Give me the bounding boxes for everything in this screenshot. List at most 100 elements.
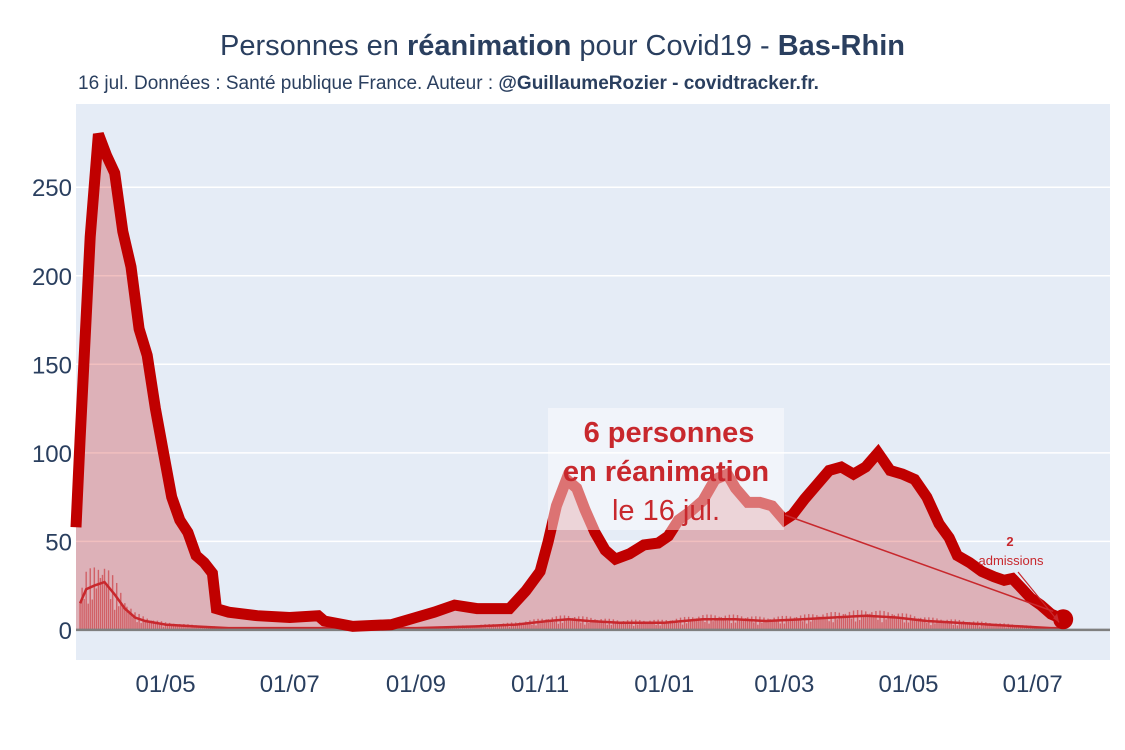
admissions-bar <box>580 622 582 630</box>
admissions-bar <box>938 621 940 630</box>
admissions-bar <box>641 622 643 630</box>
admissions-bar <box>551 617 553 630</box>
admissions-bar <box>665 620 667 630</box>
y-tick-label: 250 <box>32 175 72 202</box>
x-tick-label: 01/01 <box>634 671 694 698</box>
admissions-bar <box>516 624 519 630</box>
admissions-bar <box>659 625 661 630</box>
admissions-bar <box>999 623 1001 630</box>
admissions-bar <box>162 626 165 630</box>
admissions-bar <box>972 621 975 630</box>
admissions-bar <box>869 613 871 630</box>
admissions-bar <box>498 624 501 630</box>
admissions-bar <box>712 621 714 630</box>
admissions-bar <box>854 621 857 630</box>
admissions-bar <box>761 622 763 630</box>
admissions-bar <box>150 620 153 630</box>
admissions-bar <box>1005 627 1007 630</box>
admissions-bar <box>734 622 737 630</box>
admissions-bar <box>826 612 828 630</box>
admissions-bar <box>175 624 177 630</box>
admissions-bar <box>565 620 568 630</box>
admissions-bar <box>85 571 87 630</box>
admissions-bar <box>506 622 509 630</box>
admissions-bar <box>899 619 902 630</box>
admissions-bar <box>630 619 633 630</box>
admissions-bar <box>586 616 588 630</box>
admissions-bar <box>922 620 924 630</box>
admissions-bar <box>83 599 85 630</box>
admissions-bar <box>895 616 897 630</box>
admissions-bar <box>168 622 171 630</box>
admissions-bar <box>881 622 883 630</box>
admissions-bar <box>596 619 598 630</box>
admissions-bar <box>968 621 971 630</box>
admissions-bar <box>773 617 775 630</box>
admissions-bar <box>708 623 710 630</box>
x-tick-label: 01/05 <box>878 671 938 698</box>
admissions-bar <box>543 621 545 630</box>
admissions-bar <box>867 614 869 630</box>
admissions-bar <box>496 624 499 630</box>
admissions-bar <box>563 615 566 630</box>
admissions-bar <box>584 624 586 630</box>
admissions-bar <box>645 621 647 630</box>
admissions-bar <box>812 614 814 630</box>
annotation-line1: 6 personnes <box>584 417 755 449</box>
admissions-bar <box>970 623 973 630</box>
admissions-bar <box>832 622 834 630</box>
admissions-bar <box>757 624 759 630</box>
admissions-bar <box>732 614 735 630</box>
admissions-arrow <box>1017 571 1060 623</box>
admissions-bar <box>799 615 802 630</box>
y-axis-ticks: 0 50 100 150 200 250 <box>32 175 72 645</box>
admissions-bar <box>726 620 729 630</box>
admissions-bar <box>736 615 739 630</box>
admissions-bar <box>610 624 613 630</box>
admissions-bar <box>91 599 93 630</box>
admissions-bar <box>885 619 887 630</box>
admissions-bar <box>932 617 934 630</box>
admissions-bar <box>964 622 967 630</box>
admissions-bar <box>590 617 592 630</box>
admissions-bar <box>128 610 130 630</box>
admissions-bar <box>643 620 645 630</box>
admissions-bar <box>620 621 623 630</box>
admissions-bar <box>545 619 547 630</box>
admissions-bar <box>571 617 574 630</box>
admissions-bar <box>683 616 686 630</box>
admissions-bar <box>624 622 627 630</box>
admissions-bar <box>594 619 596 630</box>
admissions-bar <box>742 618 745 630</box>
admissions-line <box>78 580 1064 630</box>
admissions-bar <box>926 622 928 630</box>
admissions-bar <box>793 617 796 630</box>
admissions-bar <box>639 620 641 630</box>
admissions-bar <box>116 582 118 630</box>
admissions-bar <box>724 615 727 630</box>
admissions-bar <box>160 621 163 630</box>
admissions-bar <box>1009 626 1011 630</box>
admissions-bar <box>767 618 769 630</box>
admissions-bar <box>710 614 712 630</box>
admissions-bar <box>547 619 549 630</box>
admissions-bar <box>981 621 983 630</box>
admissions-bar <box>836 619 838 630</box>
admissions-bar <box>177 624 179 630</box>
admissions-bar <box>954 619 957 630</box>
admissions-bar <box>655 624 657 630</box>
admissions-bar <box>81 587 83 630</box>
admissions-bar <box>549 620 551 630</box>
admissions-bar <box>113 609 116 630</box>
admissions-bar <box>771 619 773 630</box>
admissions-bar <box>690 620 692 630</box>
admissions-bar <box>193 626 195 630</box>
admissions-bar <box>118 606 120 630</box>
admissions-bar <box>578 616 580 630</box>
admissions-bar <box>917 618 920 630</box>
admissions-bar <box>653 619 655 630</box>
admissions-bar <box>948 623 950 630</box>
admissions-bar <box>576 620 578 630</box>
x-axis-ticks: 01/05 01/07 01/09 01/11 01/01 01/03 01/05 01/07 <box>136 671 1063 698</box>
